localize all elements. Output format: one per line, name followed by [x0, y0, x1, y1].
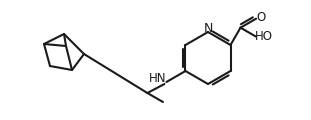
Text: HN: HN: [149, 72, 166, 84]
Text: O: O: [257, 11, 266, 24]
Text: HO: HO: [255, 30, 273, 43]
Text: N: N: [203, 23, 213, 36]
